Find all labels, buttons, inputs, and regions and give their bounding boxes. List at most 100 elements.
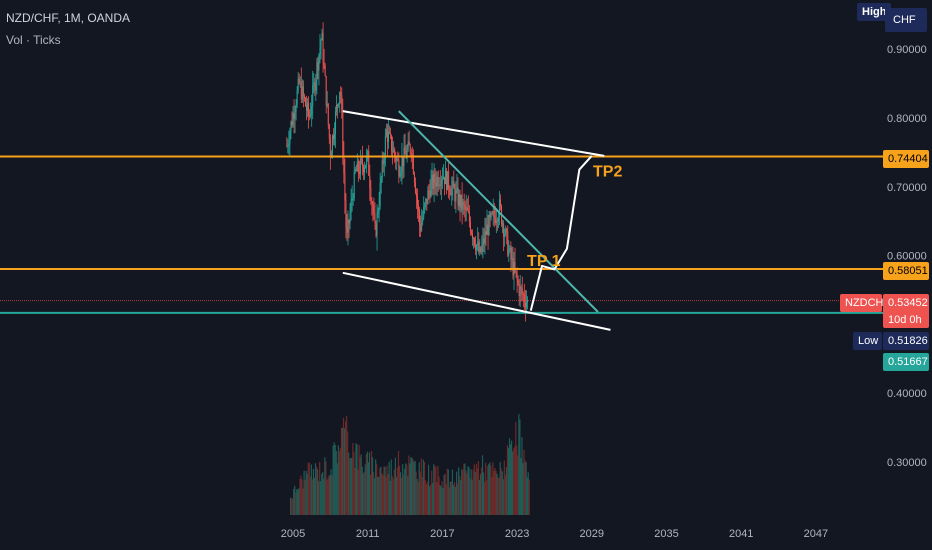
candle-body [304,98,306,107]
volume-bar [397,451,400,515]
volume-bar [451,469,454,515]
volume-bar [366,451,368,515]
candle-body [509,247,511,250]
candle-body [451,187,453,196]
candle-body [525,302,527,308]
volume-bar [387,473,389,515]
candle-body [526,299,528,303]
candle-body [463,202,465,205]
candle-body [351,198,353,201]
volume-bar [528,479,530,515]
volume-bar [307,462,309,515]
candle-body [350,200,352,213]
candle-body [328,124,330,139]
volume-bar [290,497,292,515]
candle-body [479,247,481,253]
volume-bar [393,469,395,515]
candle-body [394,149,396,156]
candle-body [346,227,348,233]
currency-button[interactable]: CHF [885,8,927,32]
volume-bar [382,475,384,515]
candle-body [300,81,302,100]
volume-indicator-label: Vol · Ticks [6,33,61,47]
time-axis: 2005 2011 2017 2023 2029 2035 2041 2047 [281,528,828,540]
candle-body [334,133,335,139]
candle-body [456,187,458,191]
candle-body [482,238,484,246]
volume-bar [339,448,342,515]
volume-bar [349,458,351,515]
candle-body [441,178,443,180]
volume-bar [512,451,514,515]
volume-bar [343,428,346,515]
volume-bar [337,445,339,515]
candle-body [464,204,466,210]
volume-bar [482,472,485,515]
volume-bar [409,463,411,515]
candle-body [402,157,404,167]
candle-body [376,213,378,236]
candle-body [407,141,409,150]
volume-bar [469,478,471,515]
candle-body [377,212,379,214]
volume-bar [510,440,513,515]
candle-body [484,231,486,244]
volume-bar [320,481,322,515]
volume-bar [519,419,521,515]
volume-bar [507,447,510,515]
candle-body [357,161,359,172]
volume-bar [514,446,516,515]
volume-bar [471,479,473,515]
volume-bar [443,474,445,515]
volume-bar [465,470,467,515]
volume-bar [477,461,479,515]
volume-bar [462,470,464,515]
candle-body [343,154,345,174]
candle-body [302,86,304,96]
volume-bar [303,470,305,515]
candle-body [430,181,432,197]
candle-body [412,154,414,174]
volume-bar [418,462,420,515]
volume-bar [459,475,461,515]
volume-bar [453,482,456,515]
volume-bar [445,483,447,515]
volume-bar [426,481,429,515]
candle-body [443,176,445,185]
volume-bar [430,484,432,515]
volume-bar [347,431,349,515]
volume-bar [434,465,436,515]
candle-body [503,223,505,237]
volume-bar [403,474,405,515]
volume-bar [324,457,326,515]
candle-body [478,241,480,253]
candle-body [435,182,437,187]
candle-body [505,228,507,235]
volume-bar [385,476,387,515]
volume-bar [304,479,306,515]
volume-bar [341,427,344,515]
candle-body [342,112,344,155]
candle-body [397,158,399,160]
volume-bar [305,470,307,515]
x-tick-label: 2011 [356,528,380,540]
candle-body [477,241,479,246]
volume-bar [398,465,401,515]
chart-title: NZD/CHF, 1M, OANDA [6,11,131,25]
candle-body [516,272,518,280]
volume-bar [446,468,448,515]
candle-body [295,105,297,113]
candle-body [504,234,506,237]
high-button[interactable]: High [857,3,892,21]
volume-bar [492,462,494,515]
volume-bar [313,477,316,515]
candle-body [489,215,491,218]
volume-bar [374,478,376,515]
candle-body [469,221,471,232]
candle-body [293,113,295,119]
candle-body [316,62,318,80]
candle-body [332,135,334,139]
volume-bar [377,476,379,515]
volume-bar [368,452,371,515]
